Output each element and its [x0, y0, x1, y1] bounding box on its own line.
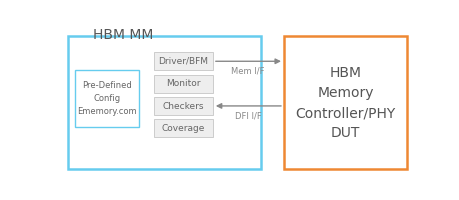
- FancyBboxPatch shape: [75, 70, 139, 127]
- FancyBboxPatch shape: [153, 97, 212, 115]
- Text: Controller/PHY: Controller/PHY: [295, 106, 395, 120]
- FancyBboxPatch shape: [68, 36, 260, 169]
- Text: HBM MM: HBM MM: [93, 28, 153, 42]
- FancyBboxPatch shape: [153, 52, 212, 70]
- Text: Driver/BFM: Driver/BFM: [158, 57, 208, 66]
- Text: Pre-Defined
Config
Ememory.com: Pre-Defined Config Ememory.com: [78, 81, 137, 116]
- Text: Monitor: Monitor: [166, 79, 200, 88]
- Text: Checkers: Checkers: [162, 102, 203, 111]
- FancyBboxPatch shape: [283, 36, 406, 169]
- Text: Coverage: Coverage: [161, 124, 204, 133]
- FancyBboxPatch shape: [153, 119, 212, 137]
- Text: DUT: DUT: [330, 126, 359, 140]
- Text: Memory: Memory: [317, 86, 373, 100]
- Text: DFI I/F: DFI I/F: [235, 111, 261, 120]
- FancyBboxPatch shape: [153, 75, 212, 93]
- Text: Mem I/F: Mem I/F: [231, 66, 264, 75]
- Text: HBM: HBM: [329, 66, 361, 80]
